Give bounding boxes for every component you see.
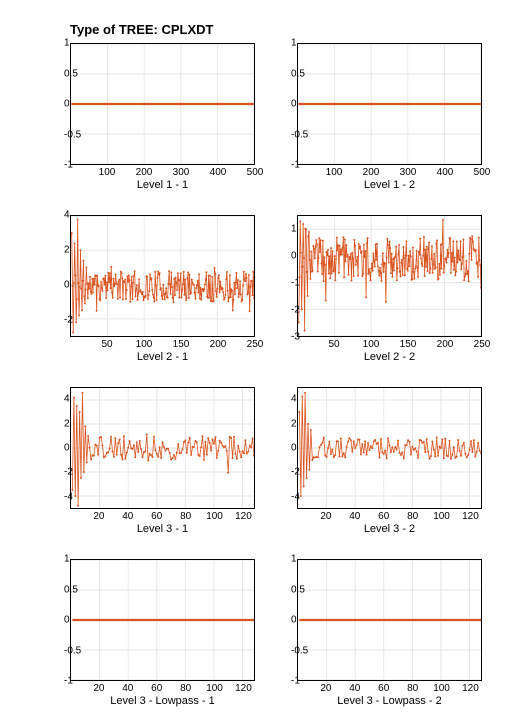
xtick-label: 20 xyxy=(93,683,104,694)
panel-xlabel: Level 3 - 2 xyxy=(297,523,482,535)
xtick-label: 60 xyxy=(378,511,389,522)
panel-xlabel: Level 2 - 1 xyxy=(70,351,255,363)
xtick-label: 120 xyxy=(235,511,252,522)
xtick-label: 100 xyxy=(433,511,450,522)
chart-panel xyxy=(297,559,482,681)
xtick-label: 80 xyxy=(180,511,191,522)
xtick-label: 40 xyxy=(349,511,360,522)
xtick-label: 100 xyxy=(433,683,450,694)
xtick-label: 20 xyxy=(320,683,331,694)
xtick-label: 100 xyxy=(326,167,343,178)
panel-xlabel: Level 3 - Lowpass - 1 xyxy=(70,695,255,707)
xtick-label: 300 xyxy=(400,167,417,178)
xtick-label: 100 xyxy=(363,339,380,350)
xtick-label: 60 xyxy=(151,683,162,694)
figure-title: Type of TREE: CPLXDT xyxy=(70,22,213,37)
panel-xlabel: Level 3 - Lowpass - 2 xyxy=(297,695,482,707)
chart-panel xyxy=(70,387,255,509)
xtick-label: 120 xyxy=(462,511,479,522)
xtick-label: 20 xyxy=(320,511,331,522)
xtick-label: 500 xyxy=(247,167,264,178)
xtick-label: 400 xyxy=(437,167,454,178)
xtick-label: 500 xyxy=(474,167,491,178)
xtick-label: 100 xyxy=(136,339,153,350)
xtick-label: 120 xyxy=(235,683,252,694)
chart-panel xyxy=(297,215,482,337)
xtick-label: 40 xyxy=(122,511,133,522)
xtick-label: 80 xyxy=(407,511,418,522)
chart-panel xyxy=(70,43,255,165)
panel-xlabel: Level 1 - 2 xyxy=(297,179,482,191)
xtick-label: 150 xyxy=(400,339,417,350)
xtick-label: 250 xyxy=(474,339,491,350)
xtick-label: 20 xyxy=(93,511,104,522)
xtick-label: 200 xyxy=(136,167,153,178)
xtick-label: 60 xyxy=(151,511,162,522)
xtick-label: 40 xyxy=(122,683,133,694)
xtick-label: 200 xyxy=(437,339,454,350)
chart-panel xyxy=(297,43,482,165)
xtick-label: 200 xyxy=(210,339,227,350)
panel-xlabel: Level 3 - 1 xyxy=(70,523,255,535)
xtick-label: 80 xyxy=(180,683,191,694)
xtick-label: 300 xyxy=(173,167,190,178)
xtick-label: 50 xyxy=(101,339,112,350)
xtick-label: 100 xyxy=(206,511,223,522)
xtick-label: 100 xyxy=(99,167,116,178)
panel-xlabel: Level 1 - 1 xyxy=(70,179,255,191)
panel-xlabel: Level 2 - 2 xyxy=(297,351,482,363)
xtick-label: 40 xyxy=(349,683,360,694)
xtick-label: 100 xyxy=(206,683,223,694)
chart-panel xyxy=(70,559,255,681)
xtick-label: 60 xyxy=(378,683,389,694)
xtick-label: 50 xyxy=(328,339,339,350)
chart-panel xyxy=(297,387,482,509)
xtick-label: 150 xyxy=(173,339,190,350)
chart-panel xyxy=(70,215,255,337)
xtick-label: 200 xyxy=(363,167,380,178)
xtick-label: 250 xyxy=(247,339,264,350)
xtick-label: 80 xyxy=(407,683,418,694)
xtick-label: 400 xyxy=(210,167,227,178)
xtick-label: 120 xyxy=(462,683,479,694)
